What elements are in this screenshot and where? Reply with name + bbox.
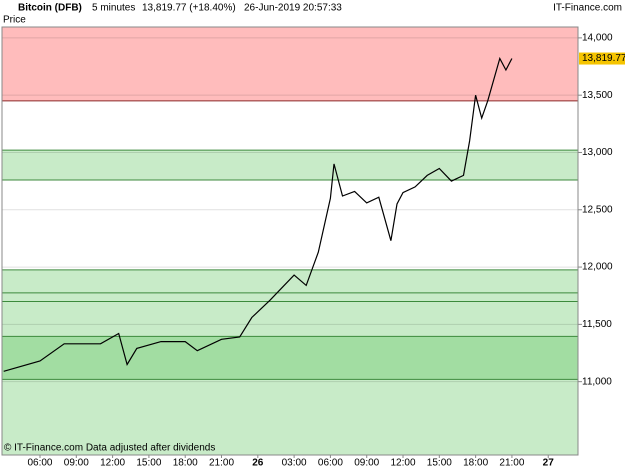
x-tick-label: 12:00 [391, 458, 416, 469]
x-tick-label: 18:00 [173, 458, 198, 469]
plot-area [2, 27, 578, 455]
x-tick-label: 12:00 [100, 458, 125, 469]
quote: 13,819.77 (+18.40%) [142, 3, 236, 14]
zone [2, 150, 578, 180]
plot-frame [1, 26, 579, 456]
instrument: Bitcoin (DFB) [18, 3, 82, 14]
x-tick-label: 09:00 [354, 458, 379, 469]
y-tick-label: 13,000 [582, 147, 613, 158]
x-tick-label: 21:00 [209, 458, 234, 469]
y-tick-label: 13,500 [582, 90, 613, 101]
timestamp: 26-Jun-2019 20:57:33 [244, 3, 342, 14]
x-tick-label: 18:00 [463, 458, 488, 469]
x-tick-label: 15:00 [427, 458, 452, 469]
x-tick-label: 15:00 [136, 458, 161, 469]
x-tick-label: 03:00 [282, 458, 307, 469]
x-tick-label: 27 [543, 458, 555, 469]
last-price-box [579, 52, 625, 65]
x-tick-label: 21:00 [499, 458, 524, 469]
y-tick-label: 12,500 [582, 204, 613, 215]
zone [2, 269, 578, 337]
zone [2, 379, 578, 455]
footer: © IT-Finance.com Data adjusted after div… [4, 443, 215, 454]
x-tick-label: 06:00 [27, 458, 52, 469]
price-line [3, 56, 513, 372]
y-tick-label: 14,000 [582, 33, 613, 44]
zone [2, 27, 578, 101]
source: IT-Finance.com [553, 3, 622, 14]
panel-label: Price [3, 15, 26, 26]
y-tick-label: 12,000 [582, 262, 613, 273]
y-tick-label: 11,500 [582, 319, 612, 330]
x-tick-label: 09:00 [64, 458, 89, 469]
x-tick-label: 26 [252, 458, 264, 469]
period: 5 minutes [92, 3, 135, 14]
y-tick-label: 11,000 [582, 376, 612, 387]
zone [2, 336, 578, 380]
x-tick-label: 06:00 [318, 458, 343, 469]
last-price-label: 13,819.77 [582, 53, 625, 64]
